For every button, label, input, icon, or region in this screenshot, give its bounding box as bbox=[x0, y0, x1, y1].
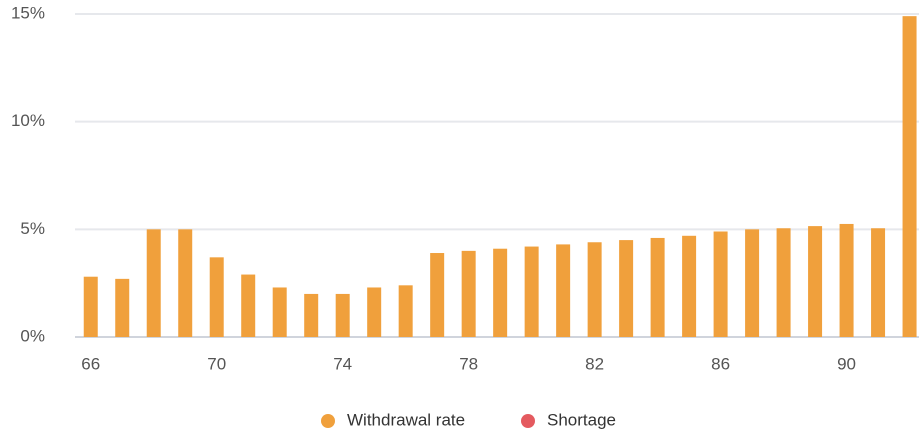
bar bbox=[398, 285, 413, 337]
bar bbox=[209, 257, 224, 337]
x-tick-label: 66 bbox=[81, 354, 100, 373]
x-tick-label: 86 bbox=[711, 354, 730, 373]
x-tick-label: 90 bbox=[837, 354, 856, 373]
bar bbox=[83, 276, 98, 337]
bar bbox=[367, 287, 382, 337]
bar bbox=[713, 231, 728, 337]
bar bbox=[461, 250, 476, 337]
bar bbox=[839, 223, 854, 337]
y-tick-label: 10% bbox=[11, 111, 45, 130]
bar bbox=[524, 246, 539, 337]
bar bbox=[146, 229, 161, 337]
bar bbox=[430, 253, 445, 337]
y-tick-label: 15% bbox=[11, 3, 45, 22]
bar bbox=[745, 229, 760, 337]
bar bbox=[556, 244, 571, 337]
bar bbox=[115, 278, 130, 337]
bar bbox=[776, 228, 791, 337]
bar bbox=[335, 293, 350, 337]
x-tick-label: 70 bbox=[207, 354, 226, 373]
bar bbox=[650, 237, 665, 337]
legend-label: Shortage bbox=[547, 410, 616, 429]
bar bbox=[493, 248, 508, 337]
x-tick-label: 82 bbox=[585, 354, 604, 373]
y-tick-label: 5% bbox=[20, 219, 45, 238]
y-tick-label: 0% bbox=[20, 326, 45, 345]
legend-label: Withdrawal rate bbox=[347, 410, 465, 429]
bar bbox=[682, 235, 697, 337]
bar bbox=[871, 228, 886, 337]
bar bbox=[808, 226, 823, 337]
bar bbox=[587, 242, 602, 337]
bar bbox=[241, 274, 256, 337]
bar bbox=[178, 229, 193, 337]
x-tick-label: 74 bbox=[333, 354, 352, 373]
x-tick-label: 78 bbox=[459, 354, 478, 373]
bar bbox=[902, 16, 917, 338]
bar bbox=[619, 240, 634, 337]
bar bbox=[272, 287, 287, 337]
bar bbox=[304, 293, 319, 337]
legend-marker bbox=[321, 414, 335, 428]
legend-marker bbox=[521, 414, 535, 428]
